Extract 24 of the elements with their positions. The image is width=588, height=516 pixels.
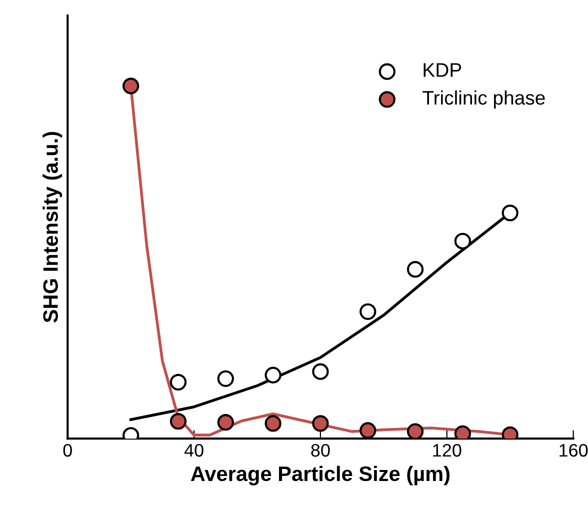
legend-label: KDP — [424, 63, 462, 77]
point — [312, 363, 329, 380]
y-axis-title: SHG Intensity (a.u.) — [42, 132, 62, 323]
point — [312, 415, 329, 432]
point — [170, 412, 187, 430]
point — [264, 415, 282, 432]
point — [454, 232, 472, 250]
x-tick-label: 120 — [433, 444, 462, 457]
point — [264, 366, 282, 384]
point — [406, 423, 424, 439]
point — [502, 204, 518, 222]
x-tick-label: 40 — [184, 444, 204, 457]
x-tick-label: 160 — [560, 444, 588, 457]
x-axis-title: Average Particle Size (µm) — [190, 466, 450, 486]
point — [360, 303, 376, 320]
x-tick-label: 80 — [311, 444, 330, 457]
point — [170, 374, 187, 391]
point — [217, 414, 234, 431]
legend-label: Triclinic phase — [422, 90, 545, 109]
x-tick-label: 0 — [63, 444, 72, 457]
point — [217, 370, 234, 387]
point — [360, 422, 376, 439]
point — [122, 78, 140, 94]
point — [406, 261, 424, 278]
